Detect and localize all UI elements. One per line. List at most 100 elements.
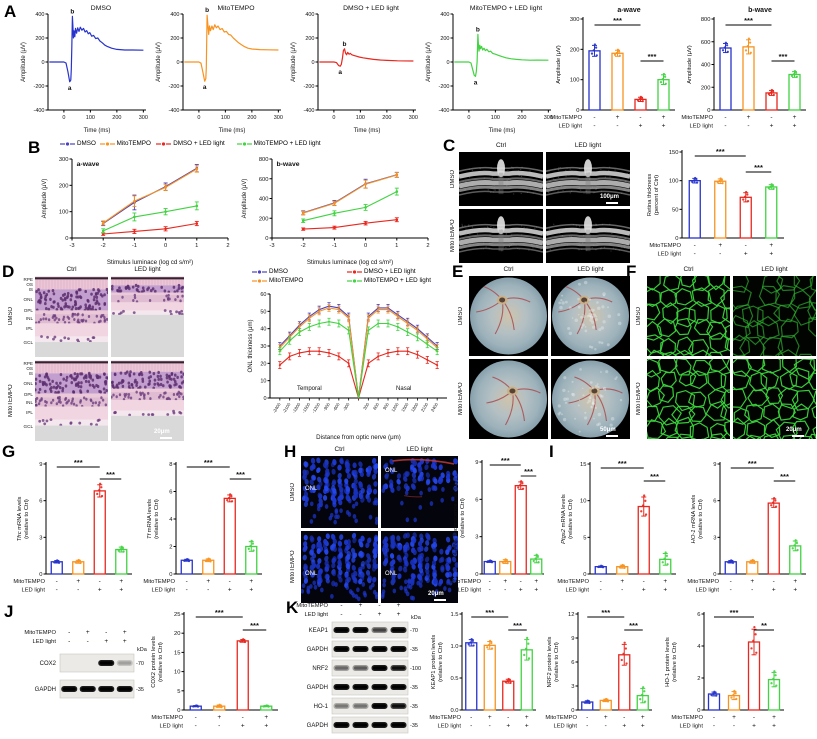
dose-sign: - [713, 714, 715, 721]
data-point [536, 555, 539, 558]
data-point [523, 653, 526, 657]
shape [559, 166, 561, 169]
lesion-speck [559, 305, 563, 310]
shape [43, 422, 47, 426]
shape [97, 320, 101, 324]
dose-sign: + [525, 714, 529, 721]
y-axis-title: Tf mRNA levels [147, 499, 153, 539]
shape [44, 389, 47, 393]
nucleus [351, 552, 356, 559]
legend-marker [252, 278, 267, 283]
shape [554, 179, 556, 181]
dose-sign: + [264, 714, 268, 721]
data-point [663, 557, 666, 560]
lesion-speck [584, 416, 588, 420]
nucleus [419, 533, 424, 540]
nucleus [433, 555, 438, 562]
cell-border [807, 301, 816, 321]
cell-border [741, 305, 764, 328]
shape [117, 299, 120, 303]
nucleus [339, 534, 344, 540]
dose-sign: + [206, 578, 210, 585]
shape [348, 498, 352, 504]
cell-border [745, 434, 762, 439]
dose-sign: - [340, 611, 342, 618]
shape [529, 170, 531, 172]
fundus-globe [552, 277, 629, 355]
cell-border [763, 433, 779, 439]
shape [35, 425, 108, 441]
shape [86, 307, 89, 311]
nucleus [302, 473, 308, 480]
nucleus [432, 572, 438, 579]
data-point [56, 559, 59, 562]
shape [131, 285, 135, 289]
shape [396, 315, 399, 318]
data-point [220, 705, 223, 709]
y-tick: 9 [571, 636, 574, 642]
shape [500, 228, 503, 231]
data-point [521, 487, 525, 490]
mesh-image [647, 276, 730, 356]
lesion-speck [615, 376, 618, 379]
data-point [624, 647, 627, 650]
nucleus [417, 546, 422, 553]
shape [118, 286, 121, 290]
shape [56, 384, 60, 388]
data-point [262, 705, 265, 708]
lesion-speck [596, 383, 599, 386]
lesion-speck [580, 326, 583, 329]
shape [44, 317, 48, 321]
y-axis-title: Tfrc mRNA levels [17, 497, 23, 542]
y-tick: 9 [713, 462, 716, 468]
x-tick: -1800 [291, 401, 301, 413]
oct-band [546, 177, 630, 183]
shape [559, 232, 561, 234]
shape [618, 249, 620, 251]
data-point [252, 549, 255, 552]
lesion-speck [617, 321, 622, 326]
y-tick: 8 [169, 462, 172, 468]
shape [163, 289, 167, 293]
data-point [100, 486, 103, 489]
lesion-speck [567, 326, 571, 331]
shape [462, 244, 464, 246]
data-point [755, 651, 758, 654]
shape [471, 226, 474, 228]
series-line [279, 321, 438, 399]
shape [328, 515, 333, 521]
shape [135, 287, 139, 292]
y-tick: 400 [701, 63, 711, 69]
nucleus [372, 548, 377, 554]
x-tick: 1 [195, 243, 198, 249]
legend-label: DMSO [269, 268, 288, 275]
trace-title: DMSO + LED light [343, 5, 399, 12]
sig-stars: ** [761, 621, 767, 630]
data-point [96, 492, 99, 496]
shape [464, 224, 466, 227]
cell-border [792, 403, 810, 421]
data-point [503, 560, 506, 563]
cell-border [808, 372, 816, 391]
fundus-image [469, 276, 548, 356]
oct-band [546, 179, 630, 189]
nucleus [343, 539, 349, 546]
lesion-speck [590, 346, 594, 349]
lesion-speck [591, 315, 595, 319]
nucleus [325, 577, 330, 584]
data-point [747, 37, 751, 40]
nucleus [402, 566, 408, 573]
data-point [183, 559, 186, 562]
shape [588, 233, 590, 235]
y-axis-title: Amplitude (μV) [426, 42, 432, 82]
x-axis-title: Time (ms) [489, 128, 516, 134]
layer-label-is: IS [28, 371, 33, 377]
y-tick: 300 [59, 157, 69, 163]
shape [157, 370, 160, 375]
data-point [249, 544, 252, 548]
y-tick: 6 [475, 497, 478, 503]
shape [180, 375, 183, 379]
sig-stars: *** [524, 467, 533, 476]
data-point [748, 41, 752, 44]
